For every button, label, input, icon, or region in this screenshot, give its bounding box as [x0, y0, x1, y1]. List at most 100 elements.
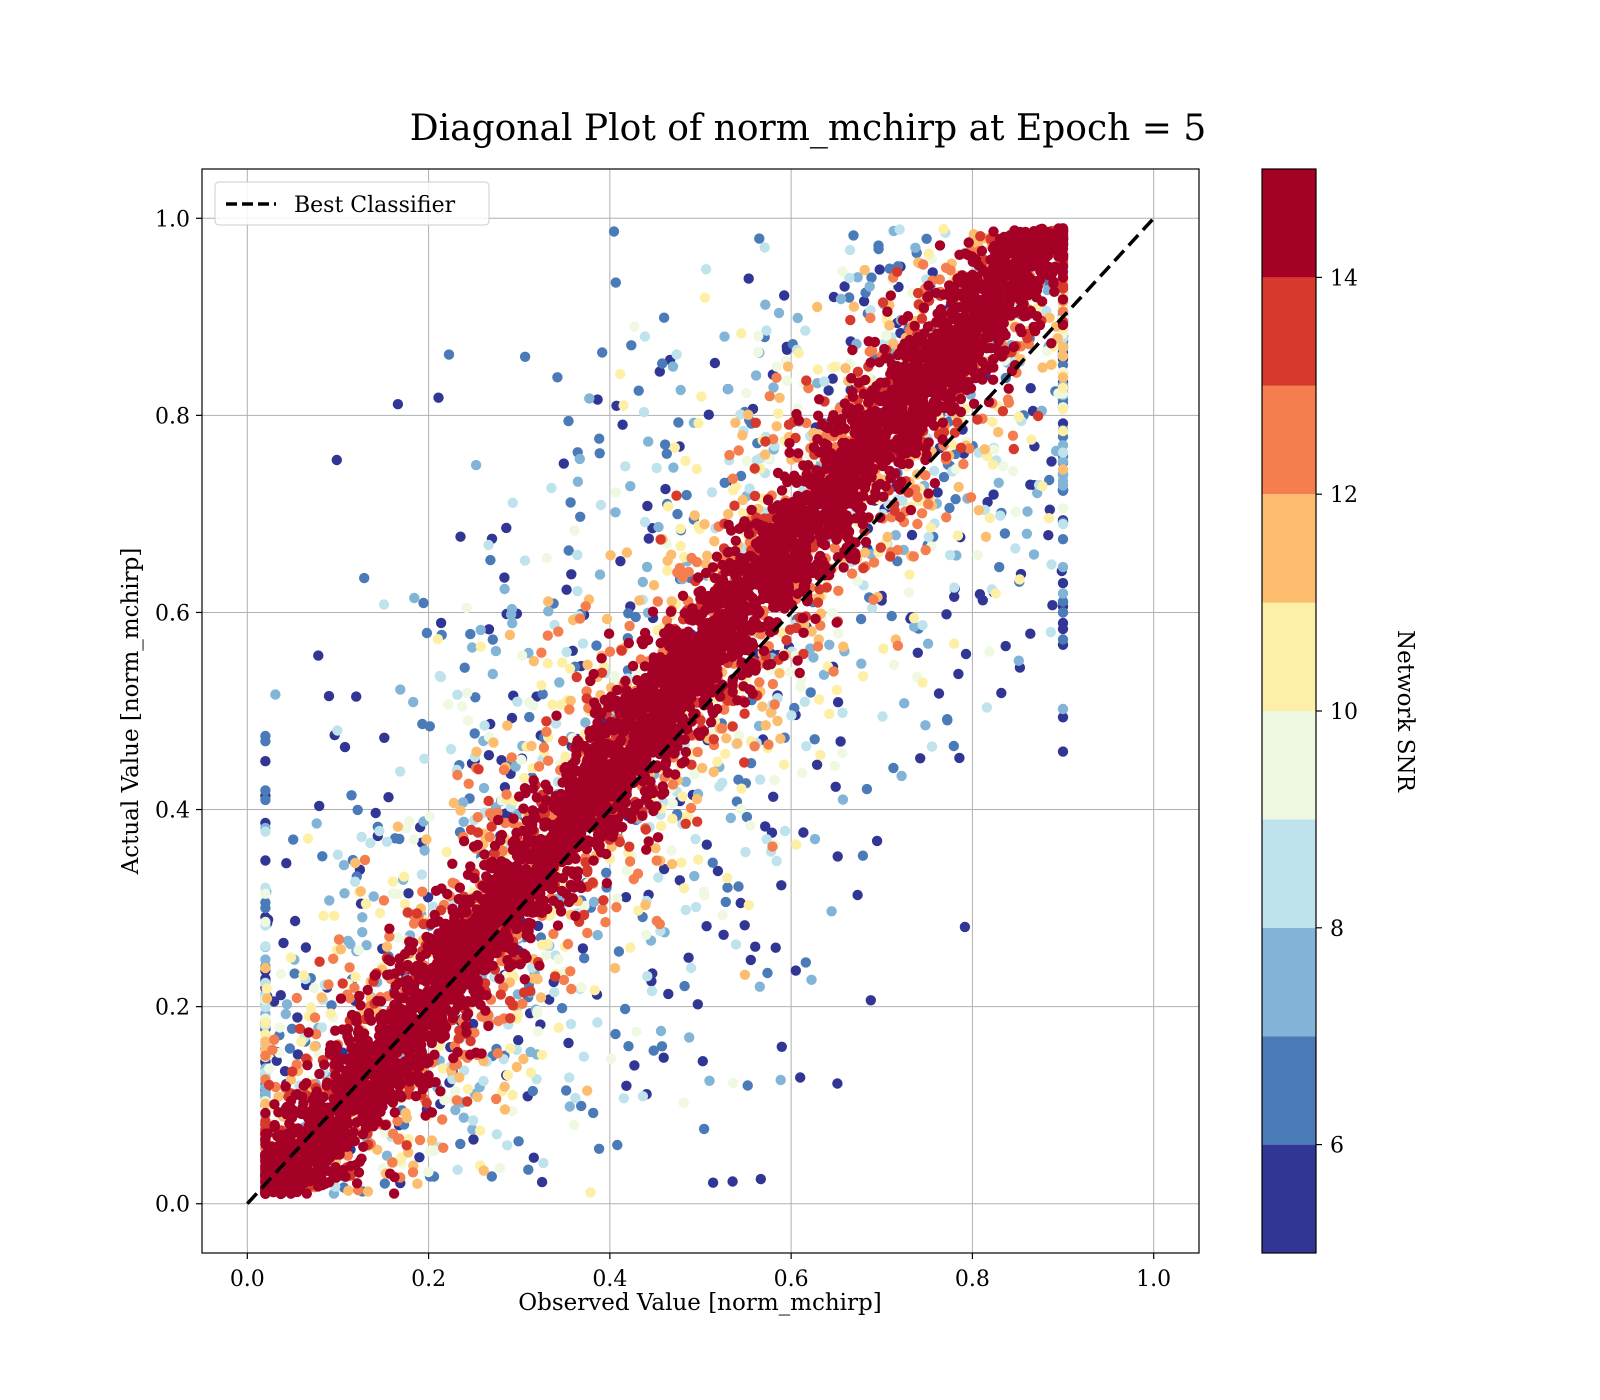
scatter-point-4172	[429, 1049, 440, 1060]
scatter-point-2473	[624, 856, 636, 867]
scatter-point-3011	[680, 818, 691, 829]
scatter-point-1210	[479, 720, 490, 731]
scatter-point-1761	[633, 905, 644, 916]
scatter-point-1058	[740, 846, 751, 858]
scatter-point-400	[313, 650, 324, 661]
scatter-point-1925	[1057, 382, 1069, 394]
scatter-point-2020	[478, 1165, 489, 1176]
scatter-point-733	[656, 1041, 668, 1052]
scatter-point-285	[314, 800, 325, 812]
scatter-point-1890	[676, 857, 687, 868]
scatter-point-4878	[385, 955, 396, 967]
scatter-point-1364	[769, 775, 780, 786]
scatter-point-2274	[518, 1053, 529, 1065]
scatter-point-3929	[603, 628, 615, 639]
scatter-point-1658	[329, 910, 340, 921]
scatter-point-425	[657, 358, 668, 369]
scatter-point-1223	[761, 834, 772, 845]
scatter-point-1318	[550, 718, 562, 729]
scatter-point-1033	[378, 599, 390, 610]
scatter-point-407	[346, 790, 357, 801]
scatter-point-811	[641, 561, 653, 573]
scatter-point-1842	[298, 970, 309, 981]
scatter-point-337	[750, 941, 761, 952]
scatter-point-1912	[669, 442, 680, 453]
scatter-point-2230	[953, 481, 964, 493]
scatter-point-1781	[987, 416, 998, 428]
scatter-point-1129	[865, 305, 876, 316]
scatter-point-838	[457, 797, 469, 808]
scatter-point-2507	[574, 613, 586, 624]
scatter-point-3052	[750, 417, 761, 428]
scatter-point-370	[941, 609, 952, 620]
scatter-point-805	[339, 888, 350, 899]
scatter-point-1997	[448, 797, 459, 809]
scatter-point-4199	[260, 1107, 271, 1119]
scatter-point-2527	[323, 979, 334, 990]
scatter-point-1059	[349, 876, 361, 887]
scatter-point-2325	[309, 1041, 320, 1052]
scatter-point-1659	[625, 942, 636, 953]
scatter-point-215	[468, 1134, 479, 1145]
scatter-point-1599	[736, 783, 747, 794]
scatter-point-224	[370, 807, 381, 819]
scatter-point-60	[701, 921, 712, 932]
scatter-point-1560	[852, 576, 863, 587]
scatter-point-677	[286, 1023, 298, 1034]
scatter-point-539	[938, 471, 950, 483]
scatter-point-3457	[912, 287, 924, 299]
scatter-point-4897	[540, 779, 551, 790]
scatter-point-4563	[676, 758, 687, 769]
scatter-point-219	[988, 489, 999, 500]
scatter-point-2515	[754, 677, 765, 688]
scatter-point-2046	[650, 843, 661, 854]
scatter-point-892	[580, 717, 591, 728]
scatter-point-2016	[621, 547, 633, 558]
scatter-point-908	[1028, 549, 1040, 560]
scatter-point-841	[896, 770, 907, 782]
scatter-point-42	[339, 741, 351, 753]
scatter-point-4824	[601, 878, 613, 889]
scatter-point-4677	[976, 245, 988, 257]
scatter-point-785	[357, 927, 368, 938]
scatter-point-2188	[737, 494, 748, 506]
scatter-point-720	[523, 1164, 534, 1175]
scatter-point-1928	[547, 699, 558, 710]
scatter-point-2249	[973, 505, 984, 516]
scatter-point-644	[848, 230, 859, 241]
scatter-point-2111	[502, 720, 513, 731]
scatter-point-1638	[814, 694, 825, 705]
scatter-point-824	[281, 999, 293, 1010]
scatter-point-1216	[844, 272, 855, 284]
scatter-point-3279	[781, 635, 792, 646]
scatter-point-125	[292, 1049, 304, 1060]
scatter-point-3088	[337, 978, 348, 989]
scatter-point-537	[948, 740, 959, 752]
scatter-point-119	[871, 835, 883, 847]
scatter-point-405	[739, 920, 750, 931]
scatter-point-127	[933, 688, 945, 699]
scatter-point-369	[1043, 530, 1054, 541]
scatter-point-2524	[536, 647, 547, 658]
scatter-point-1266	[867, 602, 878, 614]
scatter-point-1984	[499, 1081, 510, 1092]
scatter-point-2133	[565, 695, 576, 706]
scatter-point-1274	[735, 409, 746, 420]
scatter-point-1307	[502, 1140, 513, 1151]
scatter-point-1253	[786, 710, 797, 721]
scatter-point-885	[419, 845, 430, 856]
scatter-point-1209	[435, 671, 447, 683]
scatter-point-4107	[388, 1188, 400, 1199]
scatter-point-1764	[260, 1017, 271, 1029]
scatter-point-1521	[353, 944, 364, 956]
scatter-point-4355	[762, 494, 774, 506]
scatter-point-177	[743, 273, 754, 284]
scatter-point-1762	[553, 1022, 564, 1033]
scatter-point-1851	[475, 641, 486, 652]
scatter-point-1430	[605, 1053, 617, 1064]
scatter-point-2102	[1046, 359, 1057, 370]
scatter-point-2121	[260, 962, 271, 974]
scatter-point-502	[284, 1043, 296, 1054]
scatter-point-489	[722, 882, 733, 893]
scatter-point-481	[579, 953, 590, 964]
